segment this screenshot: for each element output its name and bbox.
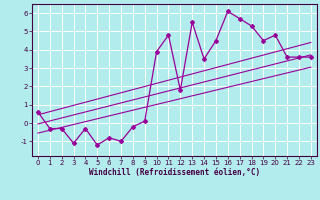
X-axis label: Windchill (Refroidissement éolien,°C): Windchill (Refroidissement éolien,°C): [89, 168, 260, 177]
